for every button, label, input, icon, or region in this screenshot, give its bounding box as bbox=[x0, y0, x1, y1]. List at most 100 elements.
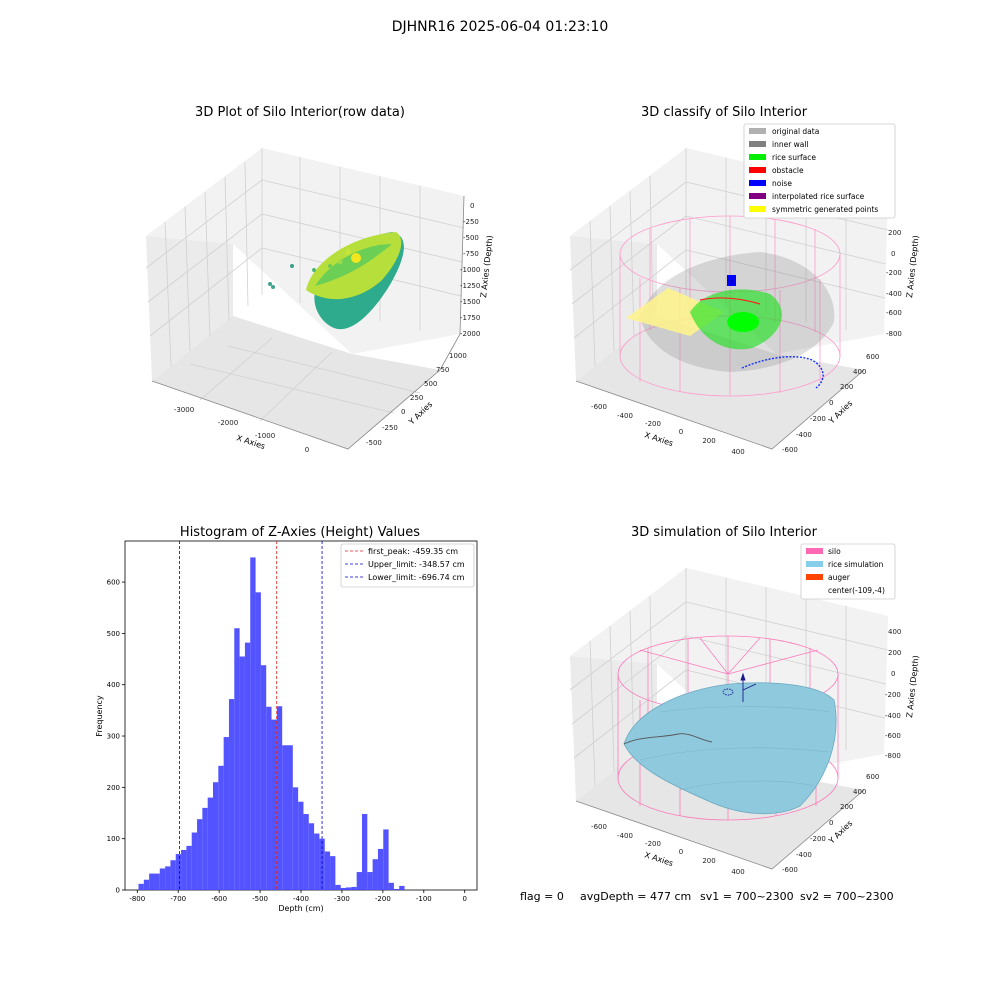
classify-legend-swatch bbox=[749, 206, 766, 212]
simulation-legend-swatch bbox=[806, 548, 823, 554]
histogram-bar bbox=[255, 592, 261, 890]
simulation-z-tick: 200 bbox=[888, 649, 901, 657]
histogram-x-label: Depth (cm) bbox=[278, 904, 323, 913]
histogram-title: Histogram of Z-Axies (Height) Values bbox=[180, 525, 420, 540]
histogram-bar bbox=[276, 706, 283, 890]
simulation-z-tick: 0 bbox=[891, 670, 895, 678]
raw-x-tick: -1000 bbox=[255, 432, 275, 440]
raw-z-tick: 0 bbox=[470, 202, 474, 210]
simulation-z-tick: -200 bbox=[885, 691, 901, 699]
histogram-y-tick-label: 300 bbox=[107, 733, 120, 741]
simulation-panel-title: 3D simulation of Silo Interior bbox=[631, 525, 818, 540]
simulation-legend-label: auger bbox=[828, 573, 851, 582]
simulation-x-tick: 400 bbox=[731, 868, 744, 876]
histogram-bar bbox=[356, 872, 362, 890]
classify-x-tick: -600 bbox=[591, 403, 607, 411]
classify-legend-label: rice surface bbox=[772, 153, 816, 162]
raw-z-label: Z Axies (Depth) bbox=[479, 235, 495, 298]
raw-3d-box bbox=[145, 148, 465, 450]
histogram-bar bbox=[335, 884, 341, 890]
histogram-bar bbox=[244, 642, 251, 890]
classify-legend-label: obstacle bbox=[772, 166, 804, 175]
histogram-y-tick-label: 500 bbox=[107, 630, 120, 638]
classify-x-tick: 200 bbox=[702, 437, 715, 445]
simulation-legend: silo rice simulation auger center(-109,-4) bbox=[800, 543, 896, 600]
histogram-bar bbox=[186, 845, 192, 890]
sv2-value: sv2 = 700~2300 bbox=[800, 890, 894, 903]
histogram-bar bbox=[282, 745, 288, 890]
classify-z-tick: -400 bbox=[886, 290, 902, 298]
simulation-legend-label: rice simulation bbox=[828, 560, 884, 569]
histogram-bar bbox=[181, 849, 187, 890]
classify-legend-swatch bbox=[749, 180, 766, 186]
raw-y-tick: 750 bbox=[436, 366, 449, 374]
simulation-z-tick: -800 bbox=[885, 752, 901, 760]
simulation-x-label: X Axies bbox=[643, 850, 674, 868]
histogram-bar bbox=[303, 814, 309, 890]
histogram-x-tick-label: -800 bbox=[129, 895, 145, 903]
histogram-bar bbox=[154, 873, 160, 890]
classify-x-tick: -400 bbox=[617, 412, 633, 420]
simulation-legend-label: center(-109,-4) bbox=[828, 586, 885, 595]
histogram-reference-lines bbox=[179, 541, 323, 890]
simulation-y-tick: -600 bbox=[782, 866, 798, 874]
histogram-bar bbox=[234, 628, 240, 890]
histogram-y-tick-label: 100 bbox=[107, 835, 120, 843]
simulation-panel: 3D simulation of Silo Interior bbox=[569, 525, 921, 876]
classify-z-tick: 0 bbox=[891, 250, 895, 258]
histogram-bar bbox=[218, 765, 224, 890]
histogram-bar bbox=[175, 854, 182, 890]
histogram-bar bbox=[340, 887, 347, 890]
simulation-x-tick: -600 bbox=[591, 823, 607, 831]
histogram-bar bbox=[260, 665, 267, 890]
raw-y-tick: 250 bbox=[410, 394, 423, 402]
classify-z-tick: 200 bbox=[888, 229, 901, 237]
histogram-legend-label: Lower_limit: -696.74 cm bbox=[368, 573, 465, 582]
classify-y-tick: -400 bbox=[796, 431, 812, 439]
classify-x-tick: 400 bbox=[731, 448, 744, 456]
sv1-value: sv1 = 700~2300 bbox=[700, 890, 794, 903]
histogram-bar bbox=[287, 745, 293, 890]
histogram-bar bbox=[393, 888, 400, 890]
simulation-y-tick: 600 bbox=[866, 773, 879, 781]
histogram-x-tick-label: -700 bbox=[170, 895, 186, 903]
classify-y-tick: -600 bbox=[782, 446, 798, 454]
histogram-bar bbox=[213, 782, 219, 890]
classify-legend: original data inner wall rice surface obsta… bbox=[743, 123, 896, 219]
histogram-y-label: Frequency bbox=[95, 695, 104, 737]
histogram-y-ticks: 0 100 200 300 400 500 600 bbox=[107, 579, 125, 895]
simulation-legend-swatch bbox=[806, 574, 823, 580]
simulation-legend-label: silo bbox=[828, 547, 841, 556]
histogram-bar bbox=[159, 868, 166, 890]
raw-y-tick: -250 bbox=[382, 424, 398, 432]
raw-x-tick: 0 bbox=[305, 446, 309, 454]
classify-legend-swatch bbox=[749, 141, 766, 147]
histogram-bar bbox=[143, 879, 150, 890]
histogram-bar bbox=[207, 797, 213, 890]
classify-panel: 3D classify of Silo Interior bbox=[569, 105, 921, 456]
histogram-bar bbox=[351, 886, 357, 890]
classify-legend-swatch bbox=[749, 167, 766, 173]
histogram-bar bbox=[271, 719, 277, 890]
histogram-bar bbox=[319, 838, 325, 890]
raw-axis-ticks: -3000 -2000 -1000 0 -500 -250 0 250 500 … bbox=[174, 202, 481, 454]
histogram-bar bbox=[383, 829, 389, 890]
raw-y-tick: 0 bbox=[401, 408, 405, 416]
raw-data-panel: 3D Plot of Silo Interior(row data) bbox=[145, 105, 495, 454]
histogram-bar bbox=[228, 699, 235, 890]
simulation-x-tick: -400 bbox=[617, 832, 633, 840]
classify-panel-title: 3D classify of Silo Interior bbox=[641, 105, 808, 120]
classify-y-tick: 600 bbox=[866, 353, 879, 361]
histogram-bar bbox=[197, 819, 203, 890]
histogram-bar bbox=[149, 873, 155, 890]
histogram-bar bbox=[298, 801, 304, 890]
raw-z-tick: -1000 bbox=[460, 266, 480, 274]
raw-x-tick: -2000 bbox=[218, 419, 238, 427]
histogram-bar bbox=[191, 832, 198, 890]
histogram-x-tick-label: -400 bbox=[293, 895, 309, 903]
histogram-panel: Histogram of Z-Axies (Height) Values -80… bbox=[95, 525, 478, 913]
histogram-bar bbox=[372, 859, 378, 890]
histogram-x-tick-label: -200 bbox=[375, 895, 391, 903]
histogram-bar bbox=[223, 737, 229, 890]
